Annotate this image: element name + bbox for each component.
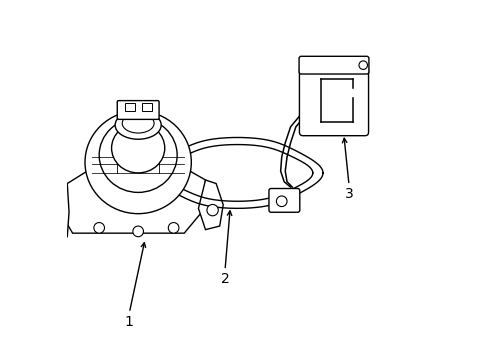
Text: 3: 3 (344, 187, 353, 201)
FancyBboxPatch shape (299, 56, 368, 74)
Text: 2: 2 (220, 272, 229, 286)
Ellipse shape (85, 111, 191, 214)
Circle shape (133, 226, 143, 237)
Bar (124, 103, 134, 111)
Polygon shape (51, 184, 69, 237)
FancyBboxPatch shape (268, 189, 299, 212)
Text: 1: 1 (124, 315, 134, 329)
FancyBboxPatch shape (117, 100, 159, 120)
Bar (142, 103, 151, 111)
Ellipse shape (115, 111, 161, 139)
Circle shape (206, 204, 218, 216)
Ellipse shape (99, 118, 177, 192)
Polygon shape (60, 166, 205, 233)
Circle shape (358, 61, 367, 69)
Ellipse shape (122, 113, 154, 133)
Ellipse shape (111, 123, 164, 173)
FancyBboxPatch shape (299, 67, 368, 136)
Circle shape (276, 196, 286, 207)
Circle shape (52, 216, 65, 229)
Circle shape (168, 222, 179, 233)
Polygon shape (198, 180, 223, 230)
Circle shape (94, 222, 104, 233)
